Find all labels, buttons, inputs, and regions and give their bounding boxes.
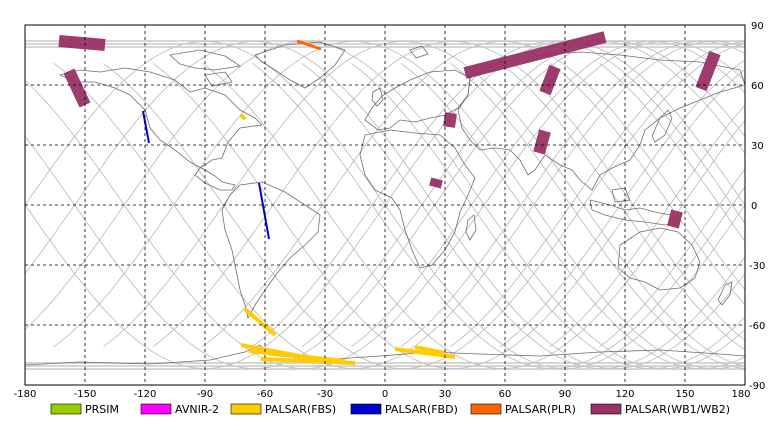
legend-label: PALSAR(WB1/WB2): [625, 403, 730, 416]
swath-wb: [539, 64, 561, 96]
swath-fbs: [260, 357, 356, 365]
legend-item-palsar-wb: PALSAR(WB1/WB2): [590, 403, 730, 416]
swath-wb: [63, 68, 91, 108]
x-tick-label: -120: [134, 389, 157, 400]
y-tick-label: 30: [751, 141, 764, 152]
coastline-antarctica: [25, 344, 745, 366]
orbit-track: [251, 62, 745, 369]
y-tick-label: -90: [749, 381, 765, 392]
legend-label: PALSAR(FBD): [385, 403, 458, 416]
orbit-track: [450, 41, 745, 348]
coastline-madagascar: [465, 214, 477, 241]
legend-label: PALSAR(PLR): [505, 403, 576, 416]
orbit-track: [400, 62, 745, 369]
swath-wb: [533, 129, 551, 155]
legend: PRSIM AVNIR-2 PALSAR(FBS) PALSAR(FBD) PA…: [50, 403, 730, 416]
swath-fbd: [258, 182, 270, 240]
x-tick-label: 0: [382, 389, 388, 400]
x-tick-label: -60: [257, 389, 273, 400]
coastline-greenland: [254, 41, 346, 89]
swath-wb: [429, 177, 443, 189]
coastline-japan: [651, 109, 673, 143]
y-tick-label: 90: [751, 21, 764, 32]
x-tick-label: 30: [439, 389, 452, 400]
orbit-track: [499, 62, 745, 351]
x-tick-label: 90: [559, 389, 572, 400]
swath-wb: [443, 112, 457, 128]
legend-item-palsar-plr: PALSAR(PLR): [470, 403, 576, 416]
swath-wb: [58, 35, 106, 51]
swath-wb: [463, 31, 607, 79]
orbit-track: [450, 62, 745, 369]
legend-swatch: [230, 403, 262, 415]
orbit-track: [400, 41, 745, 348]
legend-item-palsar-fbd: PALSAR(FBD): [350, 403, 458, 416]
y-tick-label: -60: [749, 321, 765, 332]
orbit-track: [301, 62, 745, 369]
legend-item-prsim: PRSIM: [50, 403, 119, 416]
swath-fbs: [239, 113, 247, 121]
y-tick-label: 60: [751, 81, 764, 92]
coastline-new-zealand: [717, 281, 733, 306]
legend-item-palsar-fbs: PALSAR(FBS): [230, 403, 336, 416]
y-tick-label: -30: [749, 261, 765, 272]
y-tick-label: 0: [751, 201, 757, 212]
x-tick-label: 60: [499, 389, 512, 400]
orbit-track: [351, 62, 745, 369]
legend-swatch: [470, 403, 502, 415]
legend-swatch: [350, 403, 382, 415]
coastline-british-isles: [371, 87, 384, 107]
gridlines: [25, 25, 745, 385]
x-tick-label: 150: [675, 389, 694, 400]
orbit-track: [25, 41, 745, 369]
coastline-svalbard: [409, 45, 429, 59]
legend-label: PALSAR(FBS): [265, 403, 336, 416]
legend-swatch: [140, 403, 172, 415]
swath-fbs: [414, 345, 446, 355]
x-tick-label: -30: [317, 389, 333, 400]
swath-plr: [296, 39, 322, 51]
coastline-arctic-islands: [169, 49, 242, 87]
swath-wb: [695, 50, 721, 92]
orbit-track: [351, 41, 745, 348]
y-tick-labels: 90 60 30 0 -30 -60 -90: [749, 21, 765, 392]
x-tick-label: 120: [615, 389, 634, 400]
x-tick-label: -180: [14, 389, 37, 400]
legend-swatch: [50, 403, 82, 415]
orbit-track: [549, 62, 745, 306]
legend-label: PRSIM: [85, 403, 119, 416]
orbit-track: [549, 104, 745, 348]
orbit-track: [499, 59, 745, 348]
swath-fbs: [248, 349, 346, 363]
swath-wb: [667, 209, 683, 229]
x-tick-label: -150: [74, 389, 97, 400]
orbit-track: [202, 62, 745, 369]
coastline-asia: [457, 51, 745, 191]
acquisition-swaths: [58, 31, 721, 365]
swath-fbd: [142, 110, 150, 144]
x-tick-label: -90: [197, 389, 213, 400]
swath-fbs: [243, 307, 277, 337]
orbit-track: [53, 41, 745, 369]
orbit-track: [301, 41, 745, 348]
plot-frame: [24, 24, 746, 386]
coastline-north-america: [58, 67, 263, 191]
coastline-south-america: [221, 181, 321, 320]
legend-label: AVNIR-2: [175, 403, 219, 416]
x-tick-labels: -180 -150 -120 -90 -60 -30 0 30 60 90 12…: [14, 389, 751, 400]
coastline-australia: [617, 227, 701, 291]
legend-item-avnir2: AVNIR-2: [140, 403, 219, 416]
legend-swatch: [590, 403, 622, 415]
x-tick-label: 180: [731, 389, 750, 400]
coastlines: [25, 41, 745, 366]
